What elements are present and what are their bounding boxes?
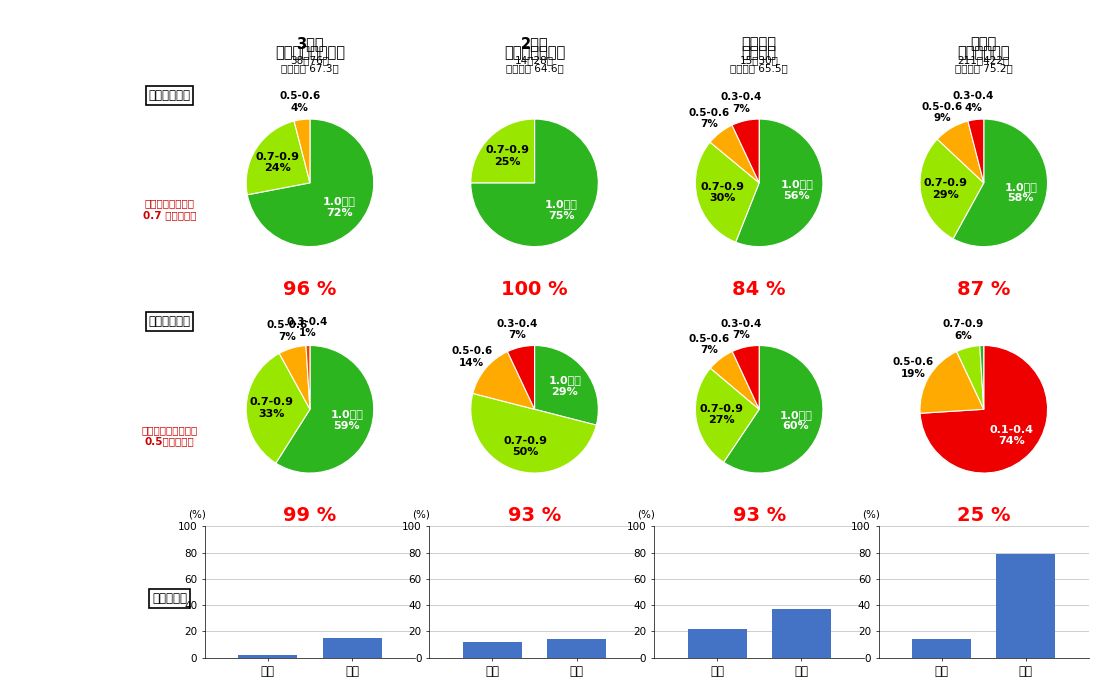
Wedge shape (535, 345, 598, 425)
Text: 25 %: 25 % (957, 506, 1011, 525)
Bar (547, 639, 606, 658)
Wedge shape (953, 119, 1047, 247)
Wedge shape (920, 345, 1047, 473)
Wedge shape (920, 139, 983, 239)
Wedge shape (695, 369, 759, 462)
Wedge shape (732, 119, 759, 183)
Wedge shape (980, 345, 983, 409)
Text: 0.7-0.9
24%: 0.7-0.9 24% (255, 151, 299, 173)
Text: 0.3-0.4
7%: 0.3-0.4 7% (720, 319, 762, 340)
Text: 眼鏡使用率: 眼鏡使用率 (152, 592, 187, 605)
Bar (322, 638, 382, 658)
Bar (239, 655, 297, 658)
Text: 1.0以上
60%: 1.0以上 60% (779, 410, 812, 432)
Wedge shape (507, 345, 535, 409)
Text: 93 %: 93 % (508, 506, 561, 525)
Wedge shape (968, 119, 983, 183)
Text: 平均年齢 64.6歳: 平均年齢 64.6歳 (506, 63, 563, 73)
Text: 1.0以上
72%: 1.0以上 72% (323, 197, 356, 218)
Text: 0.5-0.6
7%: 0.5-0.6 7% (689, 334, 730, 356)
Text: 1.0以上
75%: 1.0以上 75% (546, 199, 579, 221)
Text: 0.7-0.9
27%: 0.7-0.9 27% (700, 404, 744, 425)
Text: パンオプティクス: パンオプティクス (275, 45, 345, 60)
Text: (%): (%) (637, 510, 654, 520)
Wedge shape (710, 125, 759, 183)
Text: 0.3-0.4
4%: 0.3-0.4 4% (953, 91, 994, 112)
Text: シナジー: シナジー (741, 45, 777, 60)
Text: 211例422眼: 211例422眼 (958, 55, 1010, 65)
Wedge shape (471, 393, 596, 473)
Text: 38例76眼: 38例76眼 (290, 55, 330, 65)
Wedge shape (733, 345, 759, 409)
Text: 0.5-0.6
19%: 0.5-0.6 19% (893, 357, 934, 379)
Text: 93 %: 93 % (733, 506, 785, 525)
Wedge shape (248, 119, 374, 247)
Text: 遠方裸眼視力: 遠方裸眼視力 (148, 89, 190, 101)
Text: 0.7-0.9
25%: 0.7-0.9 25% (485, 145, 529, 166)
Wedge shape (246, 353, 310, 463)
Text: 15例30眼: 15例30眼 (739, 55, 779, 65)
Wedge shape (306, 345, 310, 409)
Text: 0.5-0.6
7%: 0.5-0.6 7% (689, 108, 729, 129)
Text: 0.5-0.6
9%: 0.5-0.6 9% (922, 102, 962, 123)
Wedge shape (276, 345, 374, 473)
Text: 3焦点: 3焦点 (296, 36, 323, 51)
Wedge shape (471, 119, 598, 247)
Wedge shape (471, 119, 535, 183)
Wedge shape (736, 119, 823, 247)
Wedge shape (920, 351, 983, 413)
Wedge shape (957, 346, 983, 409)
Text: 0.5-0.6
14%: 0.5-0.6 14% (451, 347, 493, 368)
Wedge shape (246, 121, 310, 195)
Text: 96 %: 96 % (284, 279, 337, 299)
Text: 遠方にピント: 遠方にピント (957, 45, 1010, 60)
Text: 0.7-0.9
6%: 0.7-0.9 6% (943, 319, 984, 341)
Bar (912, 639, 971, 658)
Wedge shape (695, 142, 759, 242)
Text: 0.7-0.9
30%: 0.7-0.9 30% (700, 182, 744, 203)
Text: テクニスマルチ: テクニスマルチ (504, 45, 565, 60)
Text: 1.0以上
59%: 1.0以上 59% (330, 409, 363, 431)
Wedge shape (279, 346, 310, 409)
Text: 0.7-0.9
29%: 0.7-0.9 29% (924, 178, 968, 199)
Text: 連続焦点: 連続焦点 (741, 36, 777, 51)
Text: 100 %: 100 % (502, 279, 568, 299)
Wedge shape (294, 119, 310, 183)
Text: 近方裸眼視力: 近方裸眼視力 (148, 315, 190, 328)
Text: 0.1-0.4
74%: 0.1-0.4 74% (990, 425, 1034, 446)
Text: 平均年齢 67.3歳: 平均年齢 67.3歳 (282, 63, 339, 73)
Bar (772, 609, 830, 658)
Text: 14例28眼: 14例28眼 (515, 55, 554, 65)
Bar (463, 642, 521, 658)
Text: 平均年齢 75.2歳: 平均年齢 75.2歳 (955, 63, 1013, 73)
Bar (688, 629, 747, 658)
Text: 0.3-0.4
1%: 0.3-0.4 1% (287, 317, 328, 338)
Bar (997, 554, 1055, 658)
Wedge shape (937, 121, 983, 183)
Text: 1.0以上
29%: 1.0以上 29% (549, 375, 581, 397)
Wedge shape (724, 345, 823, 473)
Text: 裸眼で運転できる
0.7 以上の割合: 裸眼で運転できる 0.7 以上の割合 (143, 198, 196, 220)
Text: 1.0以上
58%: 1.0以上 58% (1004, 182, 1037, 203)
Text: 0.7-0.9
33%: 0.7-0.9 33% (250, 397, 294, 419)
Text: 84 %: 84 % (733, 279, 785, 299)
Text: (%): (%) (412, 510, 430, 520)
Text: 87 %: 87 % (957, 279, 1011, 299)
Text: 2焦点: 2焦点 (520, 36, 549, 51)
Text: 裸眼で新聞が読める
0.5以上の割合: 裸眼で新聞が読める 0.5以上の割合 (142, 425, 198, 447)
Wedge shape (473, 351, 535, 409)
Text: 0.3-0.4
7%: 0.3-0.4 7% (496, 319, 538, 340)
Text: 1.0以上
56%: 1.0以上 56% (780, 179, 813, 201)
Text: 0.5-0.6
4%: 0.5-0.6 4% (279, 91, 320, 112)
Text: (%): (%) (861, 510, 880, 520)
Text: (%): (%) (188, 510, 206, 520)
Text: 0.5-0.6
7%: 0.5-0.6 7% (266, 320, 308, 342)
Text: 平均年齢 65.5歳: 平均年齢 65.5歳 (730, 63, 788, 73)
Wedge shape (711, 351, 759, 409)
Text: 単焦点: 単焦点 (970, 36, 997, 51)
Text: 99 %: 99 % (284, 506, 337, 525)
Text: 0.3-0.4
7%: 0.3-0.4 7% (720, 92, 762, 114)
Text: 0.7-0.9
50%: 0.7-0.9 50% (503, 436, 547, 457)
